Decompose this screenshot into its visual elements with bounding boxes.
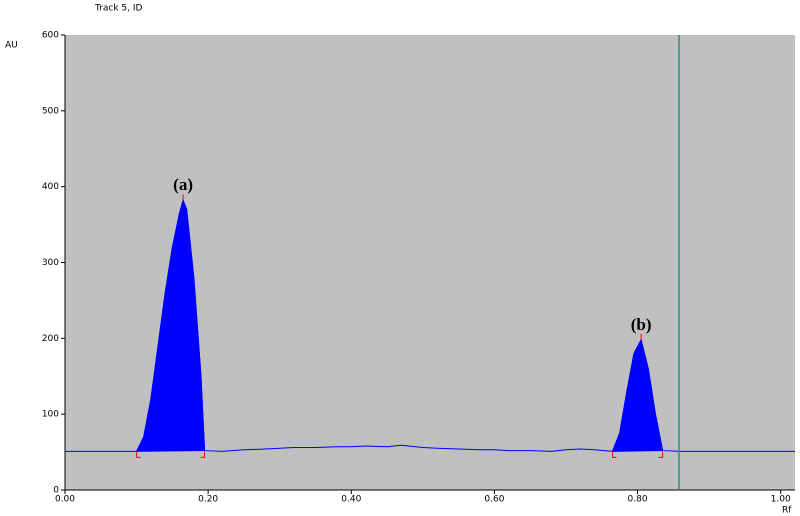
x-tick-label: 0.40 [341,495,361,505]
y-tick-label: 600 [42,31,59,41]
peak-start [136,451,141,458]
y-tick-label: 500 [42,106,59,116]
y-tick-label: 200 [42,334,59,344]
peak-start [612,451,617,458]
y-tick-label: 300 [42,258,59,268]
peak-end [658,451,664,458]
y-axis-label: AU [5,41,18,51]
x-tick-label: 0.20 [198,495,218,505]
y-tick-label: 0 [53,486,59,496]
chart-title: Track 5, ID [94,4,143,14]
peak-end [200,451,206,458]
peak-label: (a) [173,175,193,194]
peak-label: (b) [631,315,652,334]
line [65,198,795,452]
x-tick-label: 1.00 [771,495,791,505]
y-tick-label: 400 [42,182,59,192]
y-tick-label: 100 [42,410,59,420]
x-tick-label: 0.00 [55,495,75,505]
x-axis-label: Rf [782,506,792,516]
x-tick-label: 0.80 [628,495,648,505]
x-tick-label: 0.60 [484,495,504,505]
